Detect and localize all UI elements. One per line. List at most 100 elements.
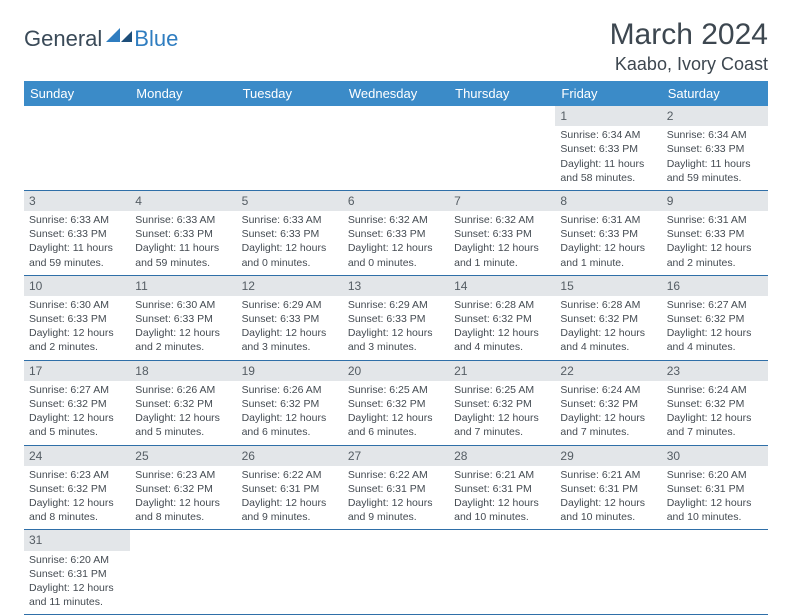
daylight-text: Daylight: 12 hours and 1 minute. <box>454 241 550 269</box>
daylight-text: Daylight: 12 hours and 6 minutes. <box>242 411 338 439</box>
sunrise-text: Sunrise: 6:29 AM <box>242 298 338 312</box>
sunrise-text: Sunrise: 6:31 AM <box>667 213 763 227</box>
calendar-week-row: 3Sunrise: 6:33 AMSunset: 6:33 PMDaylight… <box>24 190 768 275</box>
sunrise-text: Sunrise: 6:24 AM <box>560 383 656 397</box>
calendar-empty-cell <box>343 530 449 615</box>
brand-part1: General <box>24 26 102 52</box>
daylight-text: Daylight: 12 hours and 9 minutes. <box>348 496 444 524</box>
daylight-text: Daylight: 12 hours and 4 minutes. <box>667 326 763 354</box>
calendar-empty-cell <box>237 106 343 190</box>
sunrise-text: Sunrise: 6:25 AM <box>454 383 550 397</box>
calendar-day-cell: 31Sunrise: 6:20 AMSunset: 6:31 PMDayligh… <box>24 530 130 615</box>
sunrise-text: Sunrise: 6:31 AM <box>560 213 656 227</box>
calendar-day-cell: 17Sunrise: 6:27 AMSunset: 6:32 PMDayligh… <box>24 360 130 445</box>
day-number: 9 <box>662 191 768 211</box>
daylight-text: Daylight: 11 hours and 59 minutes. <box>135 241 231 269</box>
weekday-header: Friday <box>555 81 661 106</box>
sunset-text: Sunset: 6:31 PM <box>348 482 444 496</box>
calendar-day-cell: 12Sunrise: 6:29 AMSunset: 6:33 PMDayligh… <box>237 275 343 360</box>
calendar-day-cell: 10Sunrise: 6:30 AMSunset: 6:33 PMDayligh… <box>24 275 130 360</box>
daylight-text: Daylight: 12 hours and 0 minutes. <box>242 241 338 269</box>
sunrise-text: Sunrise: 6:33 AM <box>135 213 231 227</box>
sunset-text: Sunset: 6:31 PM <box>667 482 763 496</box>
day-number: 29 <box>555 446 661 466</box>
day-number: 4 <box>130 191 236 211</box>
sunrise-text: Sunrise: 6:26 AM <box>242 383 338 397</box>
day-number: 1 <box>555 106 661 126</box>
daylight-text: Daylight: 11 hours and 59 minutes. <box>29 241 125 269</box>
calendar-week-row: 17Sunrise: 6:27 AMSunset: 6:32 PMDayligh… <box>24 360 768 445</box>
calendar-day-cell: 15Sunrise: 6:28 AMSunset: 6:32 PMDayligh… <box>555 275 661 360</box>
daylight-text: Daylight: 12 hours and 10 minutes. <box>667 496 763 524</box>
calendar-empty-cell <box>555 530 661 615</box>
calendar-table: SundayMondayTuesdayWednesdayThursdayFrid… <box>24 81 768 615</box>
day-number: 22 <box>555 361 661 381</box>
sunset-text: Sunset: 6:33 PM <box>560 227 656 241</box>
calendar-day-cell: 1Sunrise: 6:34 AMSunset: 6:33 PMDaylight… <box>555 106 661 190</box>
calendar-empty-cell <box>449 530 555 615</box>
sunset-text: Sunset: 6:33 PM <box>454 227 550 241</box>
calendar-week-row: 31Sunrise: 6:20 AMSunset: 6:31 PMDayligh… <box>24 530 768 615</box>
weekday-header: Monday <box>130 81 236 106</box>
weekday-header: Sunday <box>24 81 130 106</box>
calendar-day-cell: 11Sunrise: 6:30 AMSunset: 6:33 PMDayligh… <box>130 275 236 360</box>
brand-logo: General Blue <box>24 26 178 52</box>
sunrise-text: Sunrise: 6:34 AM <box>560 128 656 142</box>
sunset-text: Sunset: 6:32 PM <box>135 482 231 496</box>
sunrise-text: Sunrise: 6:29 AM <box>348 298 444 312</box>
sunset-text: Sunset: 6:31 PM <box>560 482 656 496</box>
sunrise-text: Sunrise: 6:32 AM <box>348 213 444 227</box>
sunrise-text: Sunrise: 6:22 AM <box>348 468 444 482</box>
daylight-text: Daylight: 12 hours and 11 minutes. <box>29 581 125 609</box>
sunrise-text: Sunrise: 6:24 AM <box>667 383 763 397</box>
daylight-text: Daylight: 11 hours and 58 minutes. <box>560 157 656 185</box>
sunrise-text: Sunrise: 6:33 AM <box>242 213 338 227</box>
page-header: General Blue March 2024 Kaabo, Ivory Coa… <box>24 18 768 75</box>
sunrise-text: Sunrise: 6:21 AM <box>560 468 656 482</box>
calendar-day-cell: 7Sunrise: 6:32 AMSunset: 6:33 PMDaylight… <box>449 190 555 275</box>
daylight-text: Daylight: 12 hours and 7 minutes. <box>454 411 550 439</box>
calendar-day-cell: 27 Sunrise: 6:22 AMSunset: 6:31 PMDayligh… <box>343 445 449 530</box>
brand-part2: Blue <box>134 26 178 52</box>
day-number: 30 <box>662 446 768 466</box>
calendar-empty-cell <box>237 530 343 615</box>
day-number: 27 <box>343 446 449 466</box>
weekday-header-row: SundayMondayTuesdayWednesdayThursdayFrid… <box>24 81 768 106</box>
calendar-day-cell: 13Sunrise: 6:29 AMSunset: 6:33 PMDayligh… <box>343 275 449 360</box>
sunrise-text: Sunrise: 6:21 AM <box>454 468 550 482</box>
day-number: 14 <box>449 276 555 296</box>
calendar-day-cell: 18Sunrise: 6:26 AMSunset: 6:32 PMDayligh… <box>130 360 236 445</box>
daylight-text: Daylight: 12 hours and 1 minute. <box>560 241 656 269</box>
sunset-text: Sunset: 6:31 PM <box>29 567 125 581</box>
daylight-text: Daylight: 12 hours and 2 minutes. <box>667 241 763 269</box>
sunset-text: Sunset: 6:32 PM <box>135 397 231 411</box>
daylight-text: Daylight: 12 hours and 3 minutes. <box>242 326 338 354</box>
location-label: Kaabo, Ivory Coast <box>610 54 768 75</box>
weekday-header: Thursday <box>449 81 555 106</box>
calendar-empty-cell <box>130 106 236 190</box>
sunrise-text: Sunrise: 6:23 AM <box>135 468 231 482</box>
sunrise-text: Sunrise: 6:33 AM <box>29 213 125 227</box>
day-number: 18 <box>130 361 236 381</box>
day-number: 12 <box>237 276 343 296</box>
daylight-text: Daylight: 12 hours and 2 minutes. <box>135 326 231 354</box>
calendar-day-cell: 9Sunrise: 6:31 AMSunset: 6:33 PMDaylight… <box>662 190 768 275</box>
sunrise-text: Sunrise: 6:30 AM <box>135 298 231 312</box>
day-number: 10 <box>24 276 130 296</box>
calendar-day-cell: 14Sunrise: 6:28 AMSunset: 6:32 PMDayligh… <box>449 275 555 360</box>
sunrise-text: Sunrise: 6:22 AM <box>242 468 338 482</box>
sunset-text: Sunset: 6:33 PM <box>348 312 444 326</box>
day-number: 19 <box>237 361 343 381</box>
calendar-empty-cell <box>449 106 555 190</box>
calendar-week-row: 1 Sunrise: 6:34 AM Sunset: 6:33 PM Daylight… <box>24 106 768 190</box>
calendar-day-cell: 8Sunrise: 6:31 AMSunset: 6:33 PMDaylight… <box>555 190 661 275</box>
day-number: 28 <box>449 446 555 466</box>
flag-icon <box>106 28 132 51</box>
calendar-day-cell: 20Sunrise: 6:25 AMSunset: 6:32 PMDayligh… <box>343 360 449 445</box>
day-number: 31 <box>24 530 130 550</box>
day-number: 17 <box>24 361 130 381</box>
sunset-text: Sunset: 6:33 PM <box>667 142 763 156</box>
calendar-day-cell: 30Sunrise: 6:20 AMSunset: 6:31 PMDayligh… <box>662 445 768 530</box>
sunset-text: Sunset: 6:33 PM <box>348 227 444 241</box>
daylight-text: Daylight: 12 hours and 2 minutes. <box>29 326 125 354</box>
